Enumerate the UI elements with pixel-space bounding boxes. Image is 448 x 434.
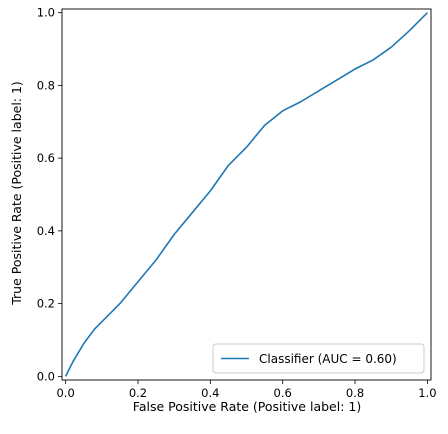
- x-tick-label: 1.0: [418, 386, 436, 400]
- y-tick-label: 0.8: [37, 78, 55, 92]
- legend-box: [212, 343, 425, 374]
- x-tick-label: 0.0: [56, 386, 74, 400]
- x-tick-label: 0.4: [201, 386, 219, 400]
- x-tick-label: 0.6: [274, 386, 292, 400]
- plot-frame: [61, 8, 432, 381]
- series-line-0: [64, 12, 428, 377]
- y-tick-label: 0.6: [37, 151, 55, 165]
- legend-label: Classifier (AUC = 0.60): [259, 352, 397, 366]
- y-tick-label: 0.2: [37, 297, 55, 311]
- y-axis-label: True Positive Rate (Positive label: 1): [9, 81, 24, 306]
- x-axis-label: False Positive Rate (Positive label: 1): [133, 399, 361, 414]
- y-tick-label: 0.0: [37, 369, 55, 383]
- y-axis-ticks: 0.0 0.2 0.4 0.6 0.8 1.0: [37, 6, 62, 383]
- y-tick-label: 1.0: [37, 6, 55, 20]
- legend: Classifier (AUC = 0.60): [212, 343, 425, 374]
- x-axis-ticks: 0.0 0.2 0.4 0.6 0.8 1.0: [56, 380, 437, 400]
- y-tick-label: 0.4: [37, 224, 55, 238]
- x-tick-label: 0.2: [129, 386, 147, 400]
- plot-area: [61, 8, 432, 381]
- x-tick-label: 0.8: [346, 386, 364, 400]
